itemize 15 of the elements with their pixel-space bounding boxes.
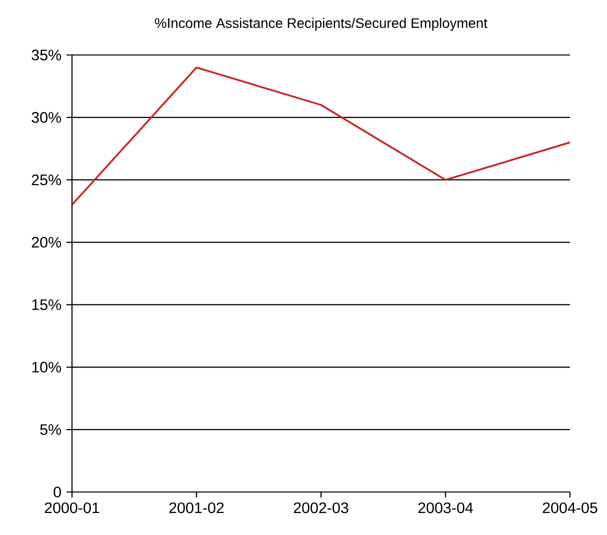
y-tick-label: 30% bbox=[32, 112, 62, 123]
y-tick-label: 10% bbox=[32, 362, 62, 373]
x-tick-label: 2000-01 bbox=[44, 502, 100, 514]
y-tick-label: 0 bbox=[54, 486, 61, 498]
x-tick-label: 2002-03 bbox=[294, 502, 348, 514]
chart-title: %Income Assistance Recipients/Secured Employment bbox=[154, 18, 488, 31]
y-tick-label: 5% bbox=[40, 424, 62, 435]
y-tick-label: 25% bbox=[32, 174, 62, 186]
y-tick-label: 35% bbox=[32, 50, 62, 60]
y-tick-label: 15% bbox=[32, 299, 62, 310]
line-series bbox=[72, 66, 570, 206]
x-tick-label: 2001-02 bbox=[169, 502, 224, 514]
x-tick-label: 2003-04 bbox=[418, 502, 473, 514]
y-tick-label: 20% bbox=[32, 236, 62, 248]
x-tick-label: 2004-05 bbox=[542, 502, 598, 514]
